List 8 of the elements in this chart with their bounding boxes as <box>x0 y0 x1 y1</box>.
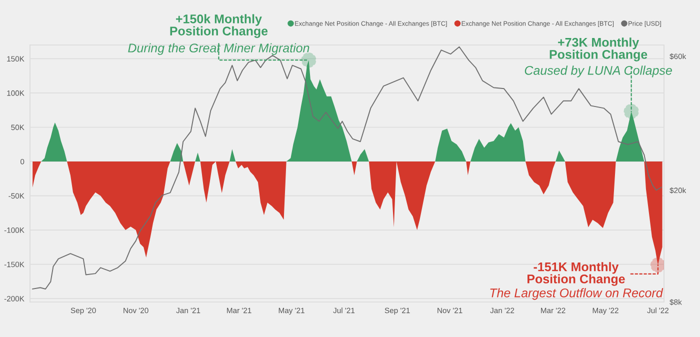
point <box>624 104 639 120</box>
annotation: The Largest Outflow on Record <box>490 288 664 300</box>
annotation: Caused by LUNA Collapse <box>524 66 672 78</box>
annotation: -151K Monthly Position Change <box>528 262 625 286</box>
annotation: +150k Monthly Position Change <box>170 14 268 38</box>
point <box>650 257 664 273</box>
annotation: +73K Monthly Position Change <box>550 38 648 62</box>
annotation: During the Great Miner Migration <box>128 43 310 55</box>
